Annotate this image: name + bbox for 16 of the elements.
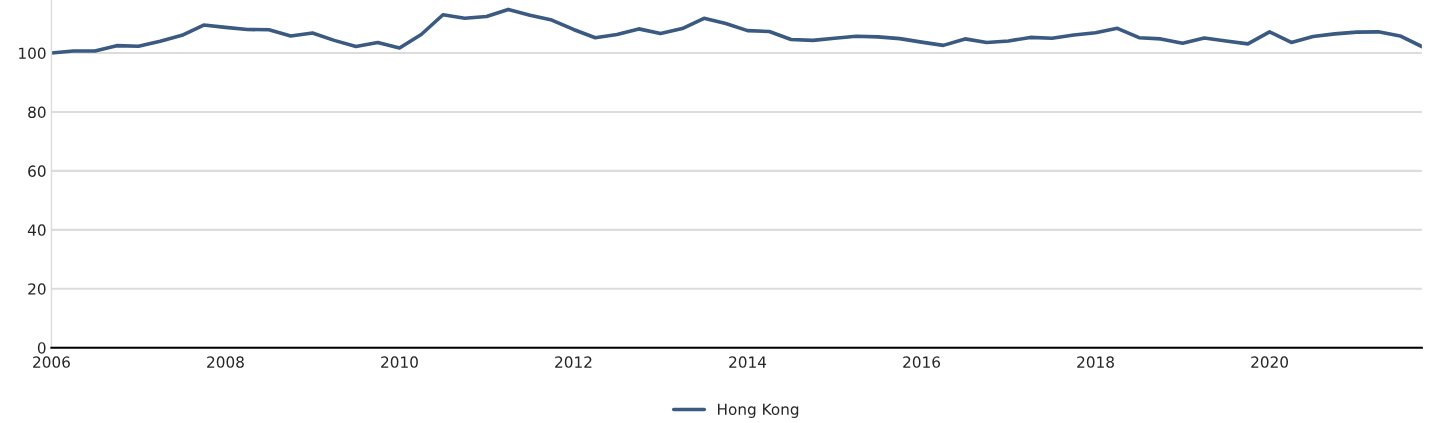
y-tick-label: 0: [37, 342, 46, 354]
x-tick-label: 2006: [33, 356, 70, 368]
x-tick-label: 2020: [1251, 356, 1289, 368]
legend-label: Hong Kong: [718, 403, 799, 418]
x-tick-label: 2014: [729, 356, 767, 368]
x-tick-label: 2018: [1077, 356, 1114, 368]
y-tick-label: 40: [27, 224, 46, 236]
y-tick-label: 60: [28, 165, 46, 177]
y-tick-label: 100: [19, 47, 46, 60]
y-tick-label: 20: [28, 283, 46, 295]
x-tick-label: 2008: [207, 356, 244, 368]
x-tick-label: 2016: [903, 356, 941, 368]
x-tick-label: 2010: [381, 356, 418, 368]
x-tick-label: 2012: [555, 356, 592, 368]
y-tick-label: 80: [28, 106, 46, 118]
line-series: [51, 7, 1422, 55]
